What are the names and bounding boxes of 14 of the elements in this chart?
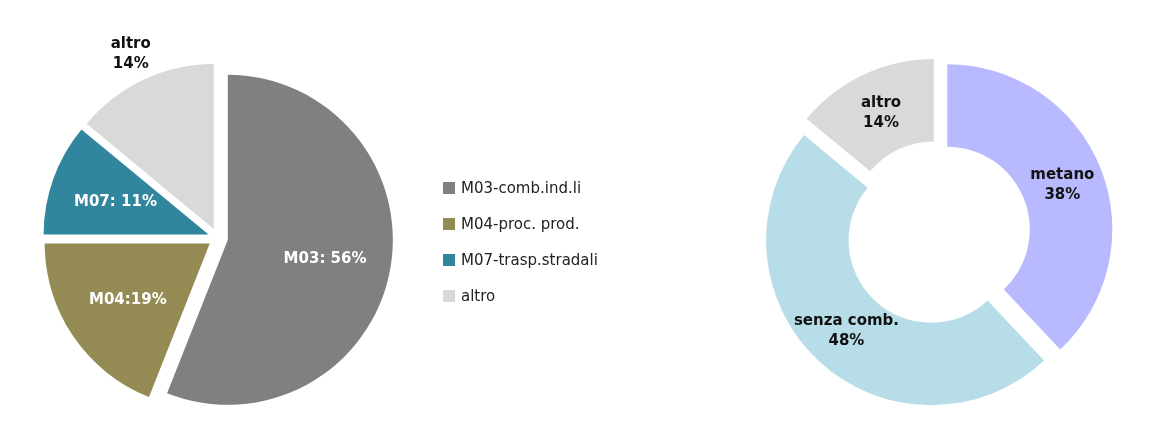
- data-label: 38%: [1044, 184, 1081, 203]
- data-label: altro 14%: [110, 33, 151, 72]
- data-label: 14%: [863, 112, 900, 131]
- legend-label: altro: [461, 286, 496, 305]
- legend-label: M04-proc. prod.: [461, 214, 580, 233]
- slice-label: senza comb.: [793, 311, 899, 329]
- data-label: M03: 56%: [283, 248, 367, 267]
- legend-label: M03-comb.ind.li: [461, 178, 582, 197]
- legend-label: M07-trasp.stradali: [461, 250, 598, 269]
- data-label: M04:19%: [89, 289, 167, 308]
- data-label: 48%: [828, 331, 865, 349]
- slice-label: altro: [860, 92, 902, 111]
- data-label: M07: 11%: [73, 191, 157, 210]
- slice-label: metano: [1030, 164, 1095, 183]
